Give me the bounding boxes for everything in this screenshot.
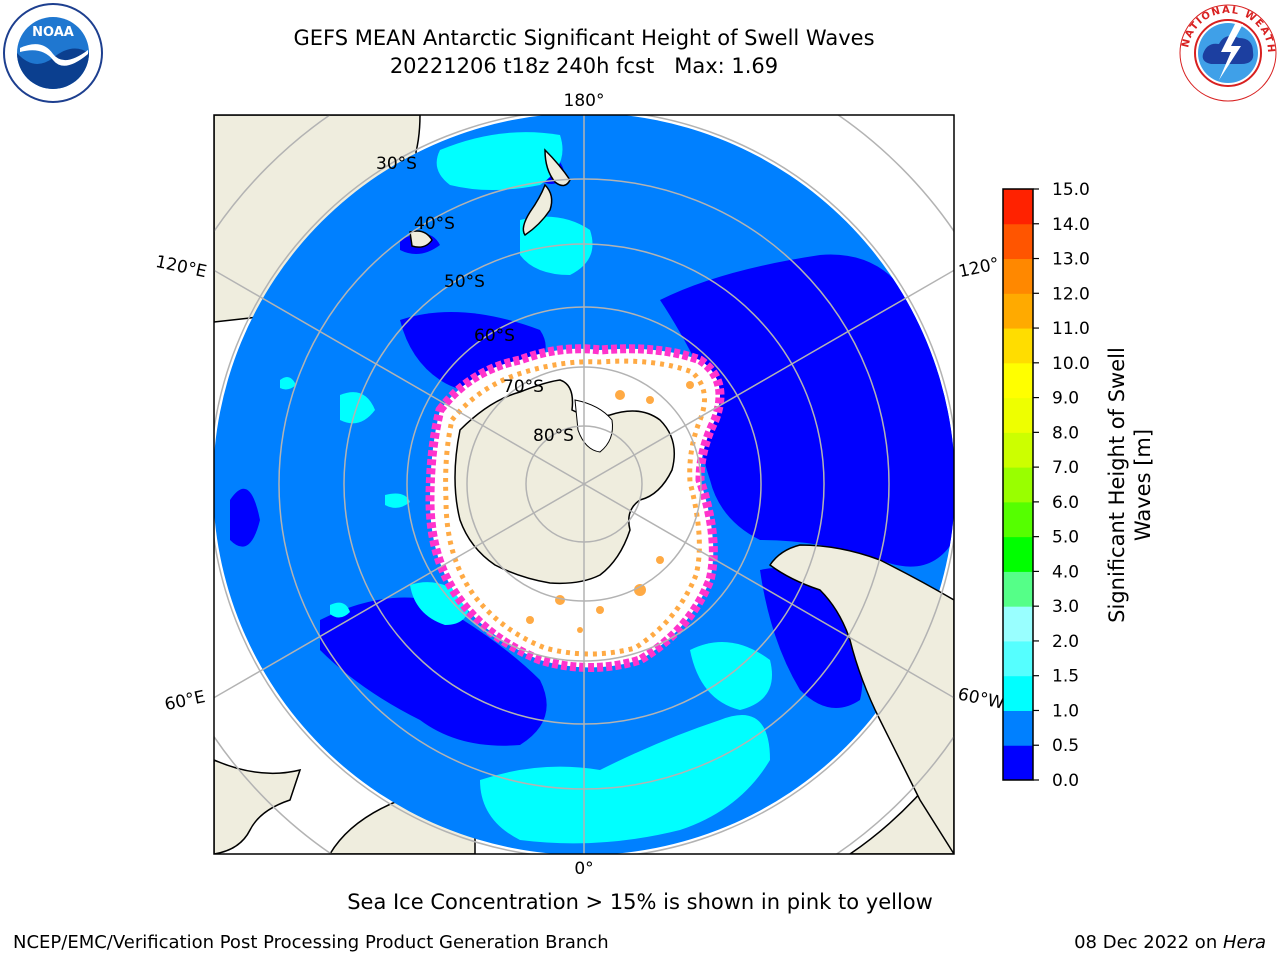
colorbar-tick-label: 2.0 [1052, 632, 1079, 652]
credit-branch: NCEP/EMC/Verification Post Processing Pr… [13, 932, 609, 953]
colorbar: 0.0 0.5 1.0 1.5 2.0 3.0 4.0 5.0 6.0 7.0 8.0 9.0 10.0… [1002, 180, 1090, 791]
colorbar-tick-label: 14.0 [1052, 215, 1090, 235]
colorbar-tick-label: 3.0 [1052, 597, 1079, 617]
colorbar-segment [1003, 223, 1033, 260]
colorbar-tick-label: 1.5 [1052, 667, 1079, 687]
colorbar-segment [1003, 606, 1033, 642]
colorbar-segment [1003, 189, 1033, 225]
colorbar-tick-label: 10.0 [1052, 354, 1090, 374]
colorbar-label-line2: Waves [m] [1131, 429, 1155, 541]
sea-ice-caption: Sea Ice Concentration > 15% is shown in … [347, 890, 933, 914]
lon-label-60e: 60°E [163, 687, 207, 715]
lat-label-60s: 60°S [474, 326, 515, 346]
credit-date: 08 Dec 2022 on Hera [1074, 932, 1266, 953]
noaa-logo: NOAA [3, 3, 103, 103]
colorbar-segment [1003, 745, 1033, 781]
colorbar-tick-label: 13.0 [1052, 250, 1090, 270]
colorbar-tick-label: 5.0 [1052, 528, 1079, 548]
colorbar-segment [1003, 536, 1033, 572]
noaa-logo-text: NOAA [32, 25, 74, 40]
colorbar-tick-label: 8.0 [1052, 423, 1079, 443]
colorbar-segment [1003, 501, 1033, 538]
colorbar-tick-label: 11.0 [1052, 319, 1090, 339]
credit-host: Hera [1222, 932, 1266, 953]
tasmania [409, 230, 433, 248]
colorbar-segment [1003, 640, 1033, 677]
colorbar-segment [1003, 293, 1033, 329]
lon-label-120e: 120°E [154, 252, 209, 282]
ice-speckles [526, 381, 694, 633]
map-subtitle: 20221206 t18z 240h fcst Max: 1.69 [389, 54, 779, 78]
lat-label-80s: 80°S [533, 426, 574, 446]
lon-label-120w: 120° [957, 254, 1001, 282]
colorbar-segment [1003, 258, 1033, 294]
graticule [214, 115, 954, 854]
colorbar-segment [1003, 362, 1033, 399]
colorbar-label-line1: Significant Height of Swell [1105, 347, 1129, 623]
colorbar-segment [1003, 397, 1033, 433]
credit-date-text: 08 Dec 2022 on [1074, 932, 1223, 953]
colorbar-segment [1003, 432, 1033, 468]
lat-label-70s: 70°S [503, 377, 544, 397]
lon-label-0: 0° [574, 859, 593, 879]
colorbar-segment [1003, 328, 1033, 364]
colorbar-tick-label: 1.0 [1052, 701, 1079, 721]
lon-label-180: 180° [564, 91, 605, 111]
lat-label-50s: 50°S [444, 272, 485, 292]
colorbar-tick-label: 9.0 [1052, 389, 1079, 409]
lon-label-60w: 60°W [956, 684, 1006, 713]
south-america [768, 544, 954, 854]
map-frame [213, 114, 955, 855]
colorbar-segment [1003, 710, 1033, 746]
colorbar-segment [1003, 675, 1033, 711]
lat-label-30s: 30°S [376, 154, 417, 174]
colorbar-tick-label: 15.0 [1052, 180, 1090, 200]
new-zealand [522, 148, 571, 237]
antarctica [454, 379, 675, 585]
colorbar-tick-label: 6.0 [1052, 493, 1079, 513]
colorbar-tick-label: 0.5 [1052, 736, 1079, 756]
lat-label-40s: 40°S [414, 214, 455, 234]
colorbar-tick-label: 7.0 [1052, 458, 1079, 478]
colorbar-border [1002, 188, 1034, 781]
colorbar-tick-label: 0.0 [1052, 771, 1079, 791]
colorbar-tick-label: 12.0 [1052, 284, 1090, 304]
nws-logo: NATIONAL WEATHER SERVICE [1177, 2, 1277, 102]
colorbar-segment [1003, 467, 1033, 503]
colorbar-segment [1003, 571, 1033, 607]
map-title: GEFS MEAN Antarctic Significant Height o… [293, 26, 875, 50]
colorbar-tick-label: 4.0 [1052, 562, 1079, 582]
